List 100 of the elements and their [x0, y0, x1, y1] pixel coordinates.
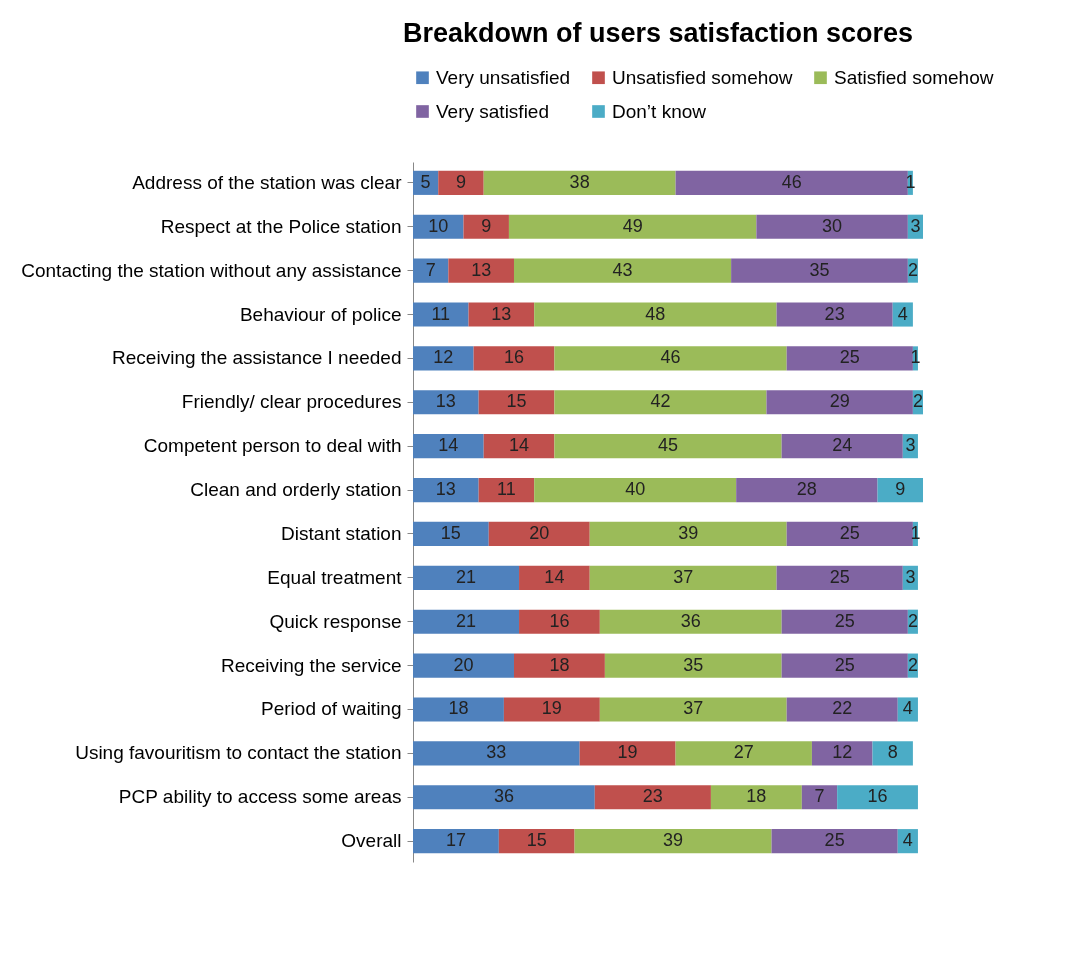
bar	[508, 214, 757, 239]
data-label: 25	[829, 566, 850, 587]
data-label: 3	[910, 215, 921, 236]
bar	[781, 609, 908, 634]
data-label: 2	[912, 391, 923, 412]
data-label: 4	[897, 303, 908, 324]
data-label: 20	[529, 522, 550, 543]
bar	[513, 653, 605, 678]
data-label: 42	[650, 391, 671, 412]
data-label: 39	[663, 830, 684, 851]
data-label: 7	[814, 786, 825, 807]
bar	[513, 258, 732, 283]
y-tick-label: PCP ability to access some areas	[118, 786, 402, 808]
data-label: 9	[455, 171, 466, 192]
data-label: 19	[541, 698, 562, 719]
bar	[801, 785, 838, 810]
bar	[786, 521, 913, 547]
bar	[554, 434, 782, 459]
bar	[594, 785, 711, 810]
data-label: 17	[445, 830, 466, 851]
y-tick-label: Period of waiting	[261, 698, 402, 720]
data-label: 27	[733, 742, 754, 763]
bar	[413, 565, 520, 590]
bar	[675, 170, 908, 195]
data-label: 18	[448, 698, 469, 719]
bar	[534, 302, 777, 327]
data-label: 4	[902, 698, 913, 719]
bar	[837, 785, 918, 810]
data-label: 7	[425, 259, 436, 280]
y-tick-label: Respect at the Police station	[160, 215, 402, 237]
data-label: 22	[832, 698, 853, 719]
data-label: 37	[683, 698, 704, 719]
y-tick-label: Friendly/ clear procedures	[181, 391, 402, 413]
data-label: 12	[433, 347, 454, 368]
y-tick-label: Behaviour of police	[239, 303, 402, 325]
data-label: 14	[438, 435, 459, 456]
bar	[473, 346, 555, 371]
data-label: 23	[824, 303, 845, 324]
data-label: 13	[435, 479, 456, 500]
data-label: 15	[506, 391, 527, 412]
bar	[675, 741, 812, 766]
bar	[811, 741, 873, 766]
bar	[736, 477, 878, 503]
bar	[483, 170, 676, 195]
data-label: 28	[796, 479, 817, 500]
data-label: 25	[834, 610, 855, 631]
data-label: 39	[678, 522, 699, 543]
bar	[599, 697, 787, 722]
bar	[554, 346, 787, 371]
data-label: 25	[834, 654, 855, 675]
bar	[503, 697, 600, 722]
data-label: 11	[497, 479, 516, 500]
data-label: 13	[471, 259, 492, 280]
data-label: 3	[905, 435, 916, 456]
y-tick-label: Competent person to deal with	[143, 435, 402, 457]
data-label: 9	[481, 215, 492, 236]
data-label: 33	[486, 742, 507, 763]
bar	[776, 565, 903, 590]
bar	[574, 829, 772, 854]
data-label: 8	[887, 742, 898, 763]
bar	[413, 609, 520, 634]
bar	[413, 434, 484, 459]
data-label: 5	[420, 171, 431, 192]
data-label: 15	[440, 522, 461, 543]
bar	[519, 565, 590, 590]
legend-label: Very unsatisfied	[436, 66, 571, 88]
y-tick-label: Quick response	[269, 610, 402, 632]
data-label: 11	[431, 303, 451, 324]
data-label: 37	[673, 566, 694, 587]
bar	[786, 346, 913, 371]
bar	[483, 434, 555, 459]
bar	[589, 521, 787, 547]
bar	[766, 390, 913, 415]
bar	[413, 653, 514, 678]
bar	[413, 390, 479, 415]
bar	[519, 609, 600, 634]
bar	[554, 390, 767, 415]
data-label: 25	[839, 347, 860, 368]
data-label: 25	[824, 830, 845, 851]
y-tick-label: Receiving the service	[220, 654, 402, 676]
data-label: 29	[829, 391, 850, 412]
data-label: 40	[625, 479, 646, 500]
y-tick-label: Distant station	[281, 522, 402, 544]
bar	[589, 565, 777, 590]
bar	[776, 302, 893, 327]
bar	[478, 477, 535, 503]
data-label: 19	[617, 742, 638, 763]
y-tick-label: Clean and orderly station	[190, 479, 402, 501]
data-label: 46	[660, 347, 681, 368]
bar	[534, 477, 737, 503]
data-label: 13	[491, 303, 512, 324]
bar	[413, 697, 504, 722]
bar	[579, 741, 676, 766]
data-label: 20	[453, 654, 474, 675]
bar	[786, 697, 898, 722]
bar	[468, 302, 535, 327]
data-label: 38	[569, 171, 590, 192]
data-label: 12	[832, 742, 853, 763]
bar	[488, 521, 590, 547]
data-label: 23	[642, 786, 663, 807]
